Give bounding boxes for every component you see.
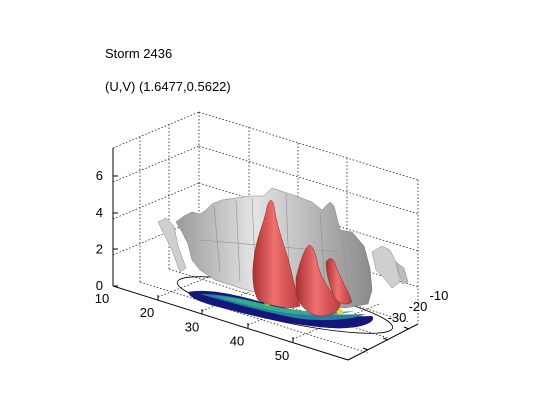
x-tick-label: 30 <box>185 319 199 334</box>
axes-edges <box>112 148 419 361</box>
x-tick-label: 10 <box>95 291 109 306</box>
x-tick-label: 20 <box>140 305 154 320</box>
red-isosurface <box>252 200 353 317</box>
x-tick-label: 40 <box>230 334 244 349</box>
z-tick-label: 0 <box>96 278 103 293</box>
z-axis-tick-labels: 0 2 4 6 <box>96 168 103 293</box>
z-tick-label: 4 <box>96 205 103 220</box>
z-tick-label: 2 <box>96 241 103 256</box>
chart-title: Storm 2436 <box>105 46 173 61</box>
axes-tickmarks <box>113 175 410 351</box>
z-tick-label: 6 <box>96 168 103 183</box>
y-tick-label: -10 <box>430 288 449 303</box>
y-tick-label: -20 <box>409 299 428 314</box>
x-axis-tick-labels: 10 20 30 40 50 <box>95 291 289 363</box>
x-tick-label: 50 <box>275 348 289 363</box>
y-axis-tick-labels: -30-20-10 <box>388 288 449 325</box>
y-tick-label: -30 <box>388 310 407 325</box>
chart-subtitle: (U,V) (1.6477,0.5622) <box>105 79 231 94</box>
